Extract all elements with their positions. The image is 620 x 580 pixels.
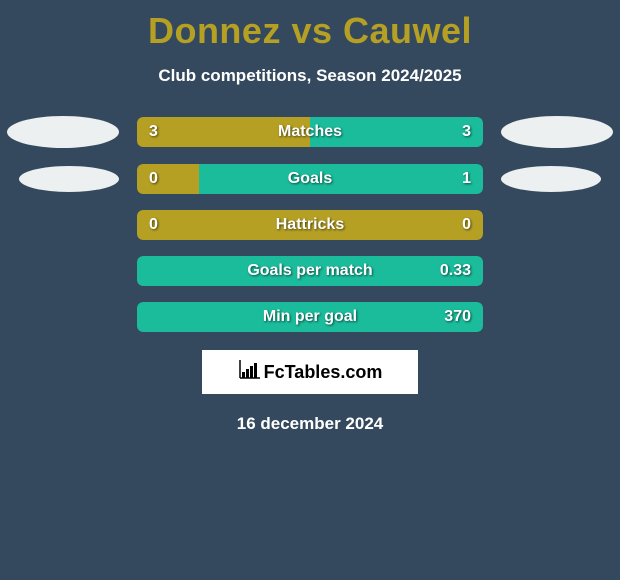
- bar-left-fill: [137, 210, 483, 240]
- stat-bar: 0.33Goals per match: [137, 256, 483, 286]
- stat-row: 01Goals: [0, 164, 620, 194]
- brand-box: FcTables.com: [202, 350, 418, 394]
- brand-text: FcTables.com: [264, 362, 383, 383]
- bar-right-fill: [199, 164, 483, 194]
- bar-left-fill: [137, 164, 199, 194]
- player-right-marker: [501, 166, 601, 192]
- bar-left-fill: [137, 117, 310, 147]
- bar-chart-icon: [238, 360, 260, 385]
- stat-bar: 00Hattricks: [137, 210, 483, 240]
- player-left-marker: [19, 166, 119, 192]
- player-left-marker: [7, 116, 119, 148]
- bar-right-fill: [310, 117, 483, 147]
- date-text: 16 december 2024: [0, 414, 620, 434]
- stat-row: 0.33Goals per match: [0, 256, 620, 286]
- stats-rows: 33Matches 01Goals 00Hattricks 0.33Goals per…: [0, 116, 620, 332]
- stat-row: 370Min per goal: [0, 302, 620, 332]
- page-title: Donnez vs Cauwel: [0, 0, 620, 52]
- bar-right-fill: [137, 256, 483, 286]
- stat-bar: 370Min per goal: [137, 302, 483, 332]
- stat-bar: 01Goals: [137, 164, 483, 194]
- player-right-marker: [501, 116, 613, 148]
- stat-row: 33Matches: [0, 116, 620, 148]
- bar-right-fill: [137, 302, 483, 332]
- stat-bar: 33Matches: [137, 117, 483, 147]
- subtitle: Club competitions, Season 2024/2025: [0, 66, 620, 86]
- stat-row: 00Hattricks: [0, 210, 620, 240]
